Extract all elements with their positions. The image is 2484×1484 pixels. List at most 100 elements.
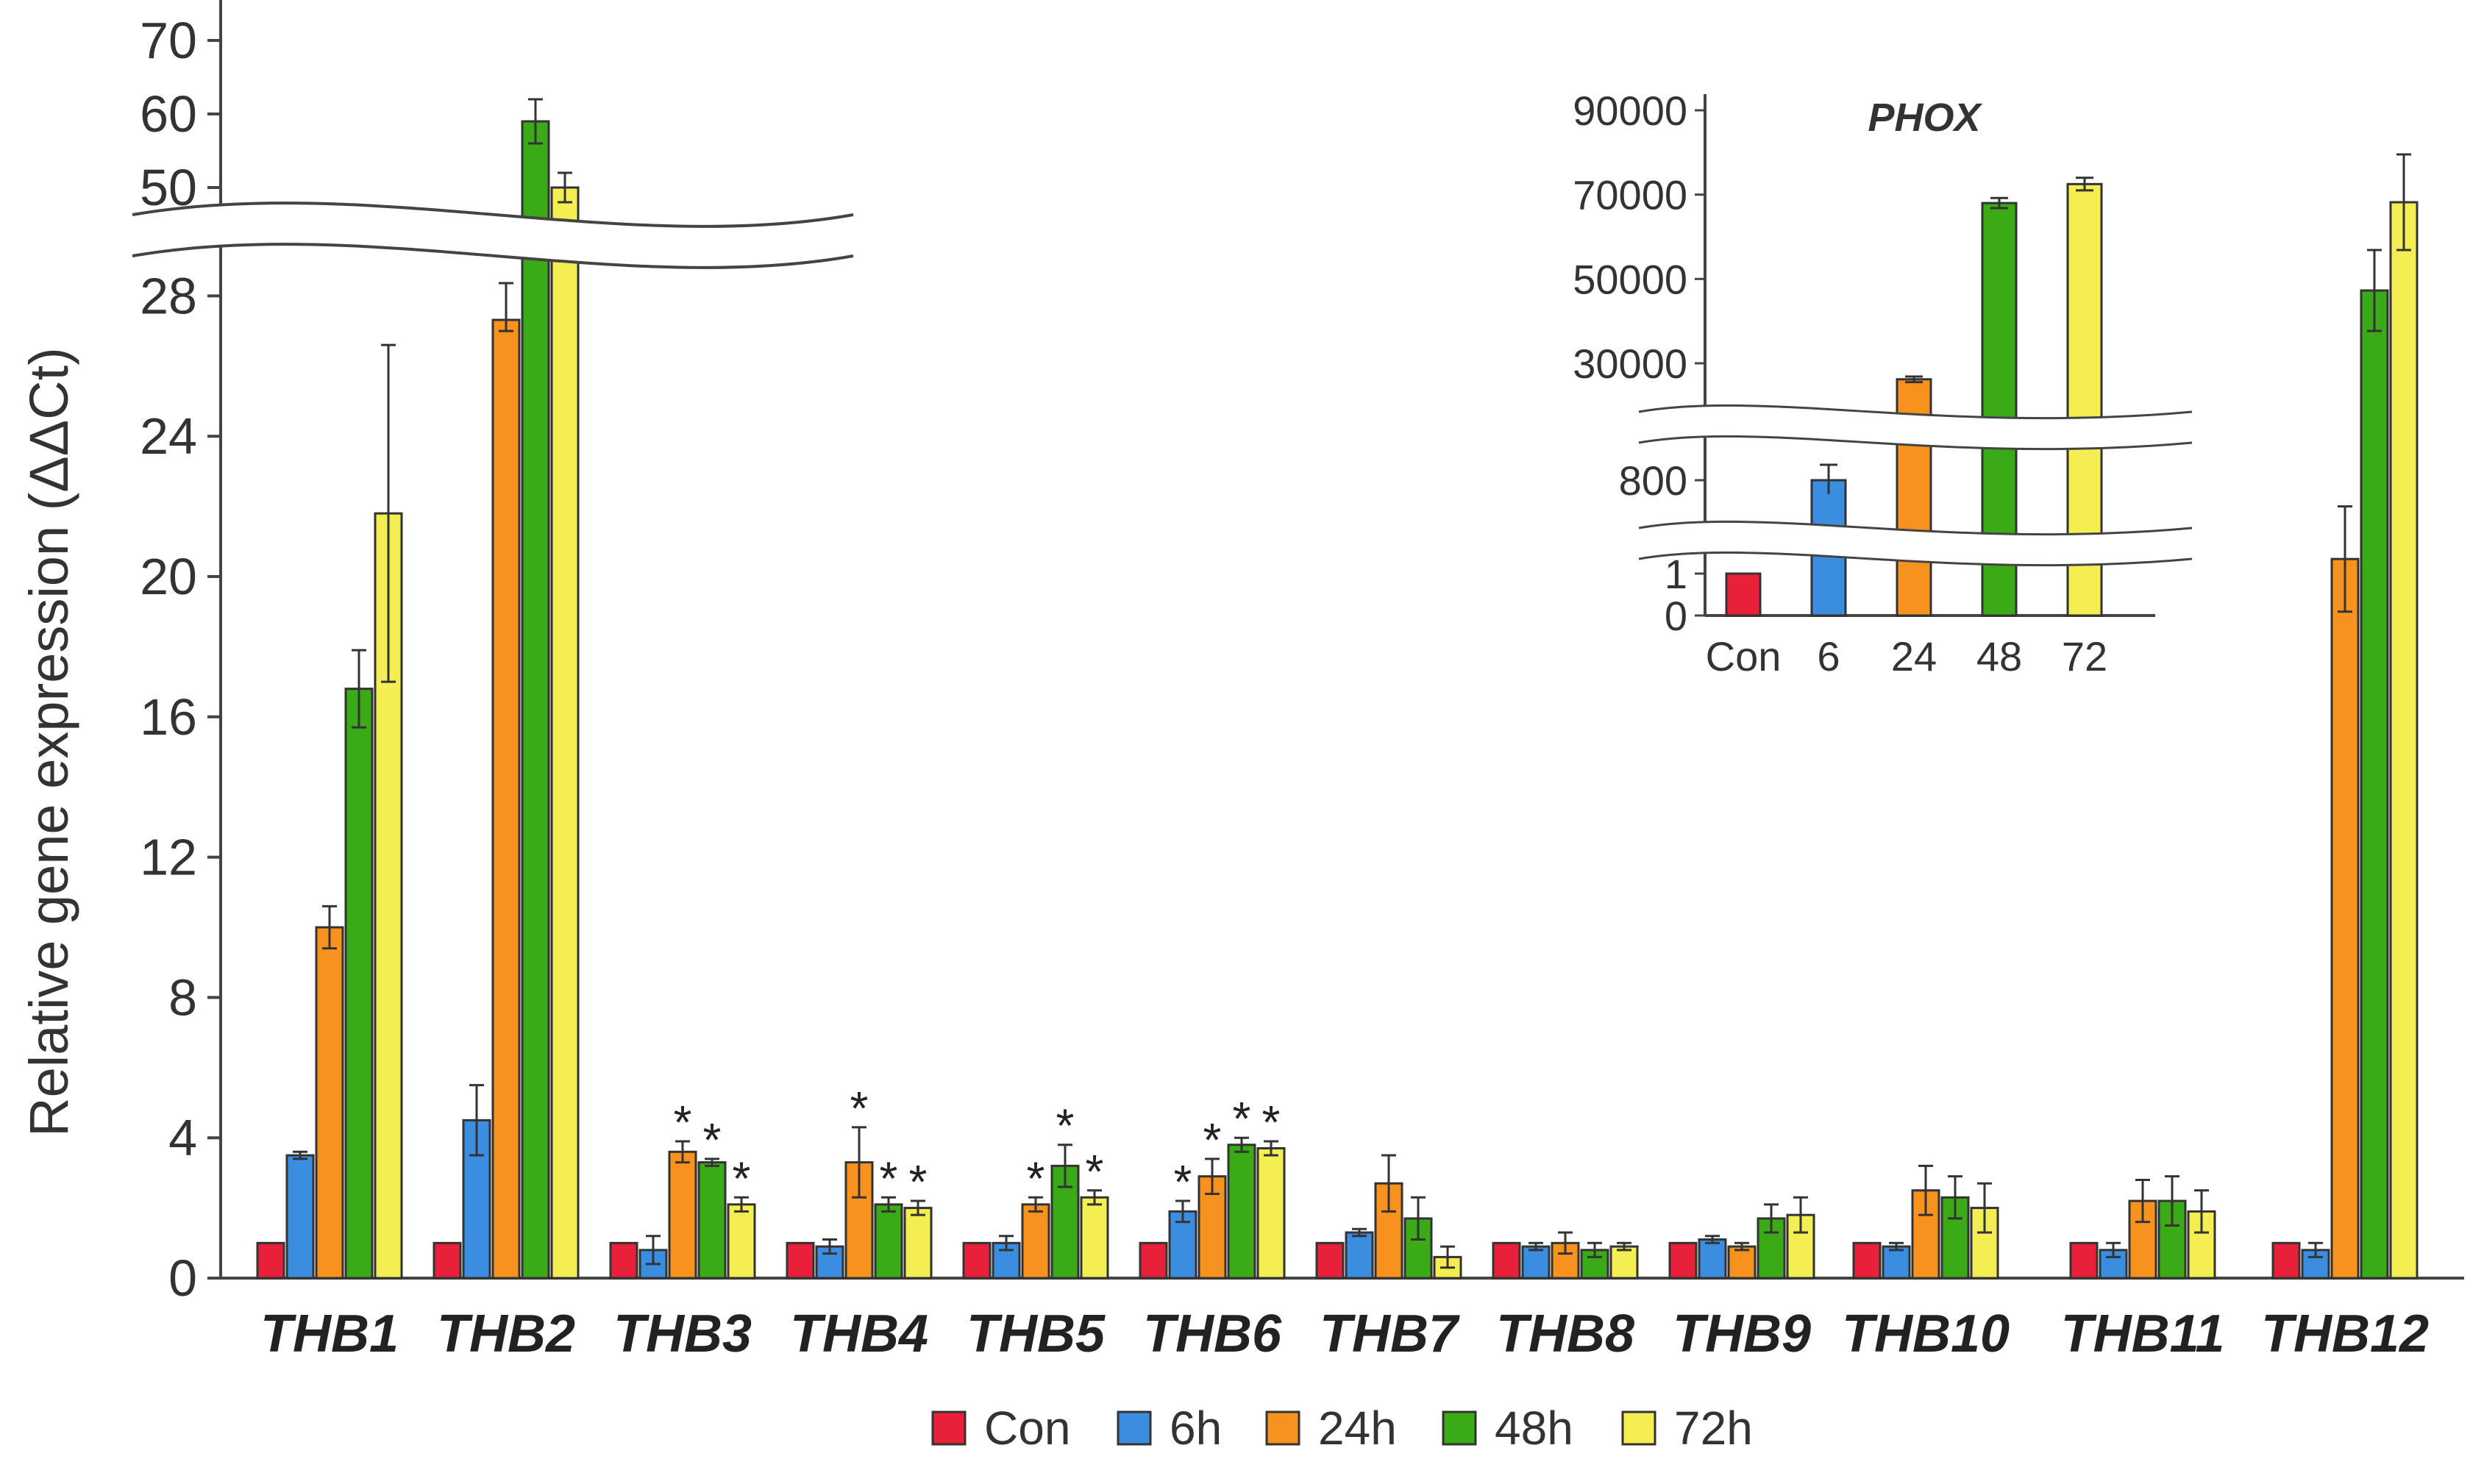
inset-axis-break-band bbox=[1639, 521, 2192, 566]
bar-thb6-48h bbox=[1227, 1144, 1256, 1280]
significance-star: * bbox=[1262, 1096, 1281, 1149]
bar-thb11-con bbox=[2069, 1241, 2099, 1280]
inset-y-tick-label: 30000 bbox=[1573, 340, 1687, 387]
inset-y-tick-label: 90000 bbox=[1573, 88, 1687, 134]
y-tick-label: 20 bbox=[140, 548, 197, 605]
axis-break-line bbox=[132, 243, 854, 269]
bar-thb10-con bbox=[1852, 1241, 1882, 1280]
bar-thb8-72h bbox=[1609, 1245, 1639, 1280]
inset-x-tick-label: 6 bbox=[1817, 633, 1840, 679]
bar-thb6-con bbox=[1139, 1241, 1168, 1280]
inset-y-tick-label: 800 bbox=[1619, 457, 1687, 504]
significance-star: * bbox=[1027, 1152, 1045, 1205]
significance-star: * bbox=[1086, 1145, 1104, 1198]
significance-star: * bbox=[1056, 1099, 1075, 1152]
legend-swatch-6h bbox=[1117, 1410, 1152, 1446]
bar-thb3-72h bbox=[727, 1203, 756, 1280]
bar-thb4-48h bbox=[874, 1203, 903, 1280]
y-tick-label: 0 bbox=[168, 1249, 197, 1307]
bar-thb3-con bbox=[609, 1241, 638, 1280]
x-tick-label-thb2: THB2 bbox=[437, 1305, 575, 1363]
x-tick-label-thb8: THB8 bbox=[1496, 1305, 1634, 1363]
bar-thb9-24h bbox=[1727, 1245, 1757, 1280]
bar-thb1-6h bbox=[285, 1154, 315, 1280]
inset-x-tick-label: Con bbox=[1706, 633, 1782, 679]
x-tick-label-thb3: THB3 bbox=[613, 1305, 752, 1363]
x-tick-label-thb9: THB9 bbox=[1673, 1305, 1811, 1363]
significance-star: * bbox=[1233, 1092, 1251, 1145]
y-tick-label: 12 bbox=[140, 829, 197, 886]
significance-star: * bbox=[674, 1096, 692, 1149]
x-tick-label-thb5: THB5 bbox=[967, 1305, 1106, 1363]
legend-label-con: Con bbox=[984, 1402, 1070, 1455]
bar-thb10-6h bbox=[1882, 1245, 1911, 1280]
inset-y-tick-label: 0 bbox=[1665, 593, 1687, 639]
bar-thb2-24h bbox=[491, 318, 521, 1280]
bar-thb3-24h bbox=[668, 1150, 697, 1280]
bar-thb5-72h bbox=[1080, 1196, 1109, 1280]
inset-axis-break-line bbox=[1638, 404, 2193, 420]
bar-thb12-con bbox=[2271, 1241, 2301, 1280]
inset-x-tick-label: 24 bbox=[1891, 633, 1937, 679]
y-tick-label: 16 bbox=[140, 688, 197, 746]
bar-thb3-48h bbox=[697, 1161, 727, 1280]
x-tick-label-thb11: THB11 bbox=[2061, 1305, 2225, 1363]
legend-label-24h: 24h bbox=[1318, 1402, 1397, 1455]
legend-swatch-48h bbox=[1442, 1410, 1477, 1446]
inset-axis-break-line bbox=[1638, 520, 2193, 536]
bar-thb8-48h bbox=[1580, 1249, 1609, 1280]
y-tick-label: 8 bbox=[168, 968, 197, 1026]
legend-label-72h: 72h bbox=[1674, 1402, 1753, 1455]
bar-thb4-72h bbox=[903, 1207, 933, 1280]
bar-thb9-con bbox=[1668, 1241, 1698, 1280]
legend-swatch-con bbox=[931, 1410, 967, 1446]
bar-thb6-72h bbox=[1256, 1147, 1286, 1280]
significance-star: * bbox=[1203, 1113, 1222, 1166]
x-tick-label-thb10: THB10 bbox=[1842, 1305, 2010, 1363]
bar-thb12-24h bbox=[2330, 557, 2360, 1280]
y-axis-title: Relative gene expression (ΔΔCt) bbox=[18, 347, 79, 1137]
x-tick-label-thb12: THB12 bbox=[2261, 1305, 2429, 1363]
legend-swatch-72h bbox=[1621, 1410, 1656, 1446]
x-tick-label-thb6: THB6 bbox=[1143, 1305, 1282, 1363]
significance-star: * bbox=[733, 1152, 751, 1205]
significance-star: * bbox=[703, 1113, 722, 1166]
bar-thb4-con bbox=[786, 1241, 815, 1280]
significance-star: * bbox=[909, 1155, 928, 1208]
inset-y-tick-label: 50000 bbox=[1573, 256, 1687, 302]
inset-axis-break-line bbox=[1638, 551, 2193, 567]
x-tick-label-thb7: THB7 bbox=[1320, 1305, 1460, 1363]
legend-label-48h: 48h bbox=[1495, 1402, 1573, 1455]
legend-label-6h: 6h bbox=[1170, 1402, 1222, 1455]
bar-thb8-6h bbox=[1521, 1245, 1551, 1280]
inset-x-tick-label: 48 bbox=[1976, 633, 2022, 679]
y-tick-label: 28 bbox=[140, 267, 197, 324]
bar-thb2-con bbox=[433, 1241, 462, 1280]
y-tick-label: 24 bbox=[140, 407, 197, 465]
inset-bar-con bbox=[1725, 572, 1762, 617]
inset-axis-break-line bbox=[1638, 435, 2193, 451]
axis-break-line bbox=[132, 201, 854, 228]
bar-thb1-24h bbox=[315, 926, 344, 1280]
legend-swatch-24h bbox=[1265, 1410, 1300, 1446]
inset-y-tick-label: 1 bbox=[1665, 551, 1687, 597]
y-tick-label: 4 bbox=[168, 1109, 197, 1166]
x-tick-label-thb1: THB1 bbox=[260, 1305, 399, 1363]
y-tick-label: 60 bbox=[140, 85, 197, 143]
bar-thb1-48h bbox=[344, 688, 374, 1280]
significance-star: * bbox=[1174, 1155, 1192, 1208]
bar-thb2-72h bbox=[550, 186, 580, 1280]
inset-x-tick-label: 72 bbox=[2062, 633, 2107, 679]
bar-thb1-con bbox=[256, 1241, 285, 1280]
bar-thb2-48h bbox=[521, 120, 550, 1280]
bar-thb5-con bbox=[962, 1241, 992, 1280]
axis-break-band bbox=[132, 203, 853, 268]
y-tick-label: 70 bbox=[140, 12, 197, 69]
inset-axis-break-band bbox=[1639, 405, 2192, 449]
inset-title: PHOX bbox=[1868, 96, 1982, 140]
bar-thb7-con bbox=[1315, 1241, 1345, 1280]
bar-thb5-48h bbox=[1050, 1164, 1080, 1280]
inset-y-tick-label: 70000 bbox=[1573, 172, 1687, 218]
bar-thb7-6h bbox=[1345, 1231, 1374, 1280]
